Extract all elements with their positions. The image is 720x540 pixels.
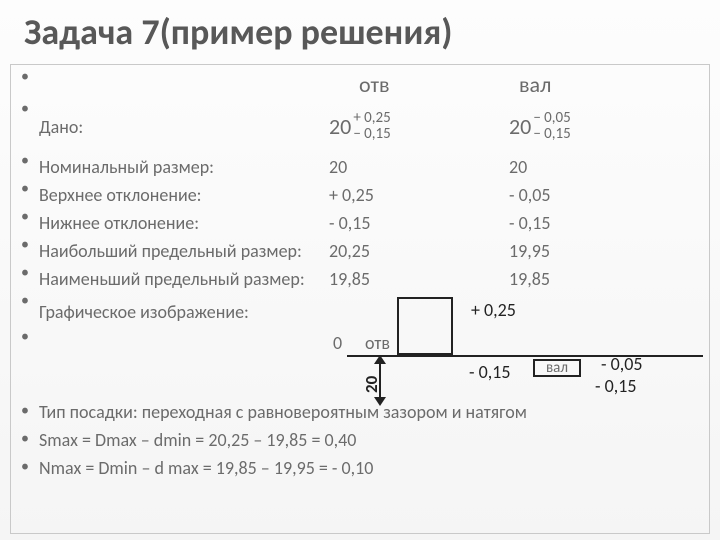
dano-shaft-base: 20 <box>509 116 531 138</box>
label-minus015-hole: - 0,15 <box>469 363 510 381</box>
smax-text: Smax = Dmax – dmin = 20,25 – 19,85 = 0,4… <box>39 431 709 459</box>
dano-shaft-frac: 20 − 0,05 − 0,15 <box>509 111 571 143</box>
nmax-text: Nmax = Dmin – d max = 19,85 – 19,95 = - … <box>39 459 709 487</box>
dimension-20: 20 <box>369 357 391 405</box>
row-1: Верхнее отклонение: + 0,25 - 0,05 <box>21 181 709 209</box>
row-c2: 19,85 <box>509 270 669 288</box>
fit-type-bullet: Тип посадки: переходная с равновероятным… <box>21 403 709 431</box>
dano-bullet: Дано: 20 + 0,25 − 0,15 20 <box>21 101 709 153</box>
dano-shaft: 20 − 0,05 − 0,15 <box>509 111 669 143</box>
row-c1: 20 <box>329 158 509 176</box>
slide: Задача 7(пример решения) отв вал Дано: 2… <box>0 0 720 540</box>
row-c2: 19,95 <box>509 242 669 260</box>
row-label: Верхнее отклонение: <box>39 186 329 204</box>
smax-bullet: Smax = Dmax – dmin = 20,25 – 19,85 = 0,4… <box>21 431 709 459</box>
row-0: Номинальный размер: 20 20 <box>21 153 709 181</box>
shaft-tolerance-box: вал <box>533 359 581 377</box>
otv-label: отв <box>365 334 390 352</box>
dano-hole-frac: 20 + 0,25 − 0,15 <box>329 111 391 143</box>
dano-hole-tol: + 0,25 − 0,15 <box>353 111 390 143</box>
row-c2: 20 <box>509 158 669 176</box>
dano-shaft-lower: − 0,15 <box>533 127 570 143</box>
row-c1: 19,85 <box>329 270 509 288</box>
page-title: Задача 7(пример решения) <box>24 10 453 54</box>
fit-type-text: Тип посадки: переходная с равновероятным… <box>39 403 709 431</box>
label-plus025: + 0,25 <box>471 301 516 319</box>
row-c2: - 0,15 <box>509 214 669 232</box>
val-label: вал <box>546 361 568 376</box>
row-2: Нижнее отклонение: - 0,15 - 0,15 <box>21 209 709 237</box>
data-row: Наибольший предельный размер: 20,25 19,9… <box>39 237 709 265</box>
hole-tolerance-box <box>397 297 453 355</box>
row-c1: - 0,15 <box>329 214 509 232</box>
dano-row: Дано: 20 + 0,25 − 0,15 20 <box>39 101 709 153</box>
header-col-shaft: вал <box>519 74 659 96</box>
label-minus005: - 0,05 <box>601 355 642 373</box>
row-c2: - 0,05 <box>509 186 669 204</box>
header-row: отв вал <box>39 69 709 101</box>
nmax-bullet: Nmax = Dmin – d max = 19,85 – 19,95 = - … <box>21 459 709 487</box>
row-3: Наибольший предельный размер: 20,25 19,9… <box>21 237 709 265</box>
zero-label: 0 <box>333 334 342 352</box>
data-row: Нижнее отклонение: - 0,15 - 0,15 <box>39 209 709 237</box>
dano-shaft-tol: − 0,05 − 0,15 <box>533 111 570 143</box>
bullet-list: отв вал Дано: 20 + 0,25 − 0,15 <box>11 65 709 487</box>
row-c1: + 0,25 <box>329 186 509 204</box>
row-label: Наименьший предельный размер: <box>39 270 329 288</box>
data-row: Верхнее отклонение: + 0,25 - 0,05 <box>39 181 709 209</box>
header-col-hole: отв <box>359 74 519 96</box>
row-c1: 20,25 <box>329 242 509 260</box>
dano-hole-base: 20 <box>329 116 351 138</box>
row-label: Нижнее отклонение: <box>39 214 329 232</box>
tolerance-diagram-body: + 0,25 0 отв вал - 0,15 - 0,05 - 0,15 20 <box>39 297 679 371</box>
dano-label: Дано: <box>39 118 329 136</box>
row-4: Наименьший предельный размер: 19,85 19,8… <box>21 265 709 293</box>
row-label: Наибольший предельный размер: <box>39 242 329 260</box>
content-frame: отв вал Дано: 20 + 0,25 − 0,15 <box>10 64 710 534</box>
header-bullet: отв вал <box>21 69 709 101</box>
dano-hole-lower: − 0,15 <box>353 127 390 143</box>
zero-line <box>347 355 703 357</box>
row-label: Номинальный размер: <box>39 158 329 176</box>
data-row: Наименьший предельный размер: 19,85 19,8… <box>39 265 709 293</box>
label-minus015-shaft: - 0,15 <box>595 377 636 395</box>
data-row: Номинальный размер: 20 20 <box>39 153 709 181</box>
dano-hole: 20 + 0,25 − 0,15 <box>329 111 509 143</box>
dim-20-value: 20 <box>363 376 380 393</box>
diagram-bullet-2: + 0,25 0 отв вал - 0,15 - 0,05 - 0,15 20 <box>21 329 709 403</box>
